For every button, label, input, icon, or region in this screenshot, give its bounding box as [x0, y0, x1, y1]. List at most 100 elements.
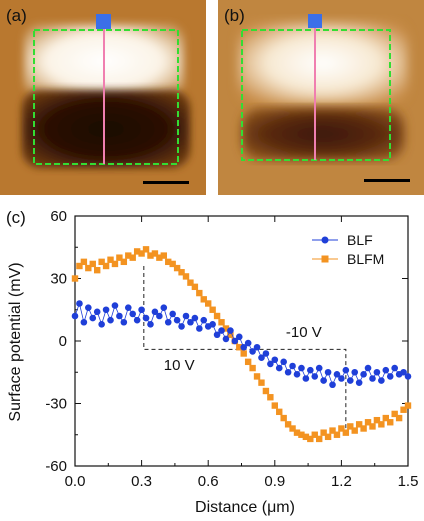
point-blf: [311, 373, 319, 380]
point-blfm: [364, 419, 372, 426]
point-blf: [258, 354, 265, 361]
point-blf: [400, 368, 407, 376]
point-blfm: [382, 414, 389, 422]
kpfm-image-a-svg: [0, 0, 206, 195]
panel-label-c: (c): [6, 208, 26, 227]
point-blfm: [107, 256, 114, 263]
point-blf: [85, 304, 92, 311]
point-blfm: [169, 260, 176, 268]
point-blfm: [276, 408, 283, 416]
point-blfm: [227, 331, 234, 338]
point-blf: [129, 310, 137, 318]
point-blf: [267, 360, 274, 368]
y-tick-label: -30: [45, 396, 67, 413]
point-blf: [315, 364, 323, 372]
legend-blfm-marker: [321, 255, 329, 263]
point-blf: [378, 377, 385, 384]
x-tick-label: 0.6: [198, 473, 219, 490]
point-blfm: [187, 279, 194, 286]
point-blf: [302, 375, 310, 382]
point-blfm: [133, 248, 141, 255]
point-blf: [142, 314, 150, 322]
point-blf: [351, 368, 359, 376]
point-blf: [289, 362, 296, 370]
x-tick-label: 0.9: [264, 473, 285, 490]
point-blfm: [316, 435, 323, 443]
panel-label-b: (b): [224, 6, 245, 25]
point-blf: [373, 368, 381, 376]
point-blf: [231, 337, 239, 345]
point-blfm: [400, 406, 407, 413]
point-blf: [187, 318, 194, 326]
point-blfm: [395, 414, 403, 422]
point-blf: [164, 318, 172, 326]
point-blfm: [387, 419, 394, 426]
point-blfm: [280, 414, 287, 422]
point-blf: [196, 325, 203, 332]
profile-start-marker: [308, 14, 322, 28]
point-blfm: [284, 421, 292, 428]
point-blfm: [271, 402, 278, 409]
point-blfm: [360, 425, 367, 432]
point-blfm: [209, 306, 216, 313]
point-blfm: [71, 275, 79, 282]
point-blfm: [94, 266, 101, 274]
point-blfm: [142, 246, 150, 253]
point-blf: [107, 316, 114, 324]
point-blf: [200, 316, 208, 324]
bias-box-positive: [143, 266, 253, 350]
point-blfm: [80, 258, 88, 266]
point-blfm: [182, 273, 190, 280]
point-blfm: [351, 427, 358, 434]
point-blf: [240, 343, 248, 351]
y-axis-label: Surface potential (mV): [7, 262, 24, 421]
point-blfm: [369, 423, 376, 430]
point-blf: [320, 377, 327, 384]
y-tick-label: -60: [45, 458, 67, 475]
point-blfm: [89, 260, 96, 268]
point-blfm: [178, 269, 185, 276]
kpfm-image-a: [0, 0, 206, 195]
point-blf: [71, 312, 79, 320]
point-blf: [98, 321, 105, 328]
point-blf: [93, 308, 101, 316]
point-blf: [342, 366, 350, 374]
point-blfm: [138, 250, 145, 257]
point-blf: [116, 312, 123, 320]
point-blf: [227, 327, 234, 334]
point-blf: [102, 306, 110, 314]
point-blf: [138, 306, 145, 314]
point-blf: [151, 308, 159, 316]
point-blfm: [156, 254, 163, 261]
point-blfm: [347, 423, 354, 430]
point-blf: [284, 368, 292, 376]
point-blfm: [253, 373, 261, 380]
scan-area-box: [33, 29, 179, 165]
point-blf: [111, 302, 119, 309]
point-blfm: [338, 425, 345, 432]
point-blfm: [218, 319, 225, 326]
point-blfm: [302, 433, 310, 441]
point-blfm: [165, 258, 172, 266]
point-blf: [182, 312, 190, 320]
point-blf: [124, 304, 132, 311]
point-blf: [355, 379, 363, 386]
point-blf: [244, 339, 252, 347]
point-blfm: [147, 252, 154, 259]
point-blfm: [205, 300, 212, 307]
legend-blf-label: BLF: [347, 232, 373, 248]
point-blf: [262, 350, 270, 357]
point-blfm: [120, 258, 128, 266]
legend: BLF BLFM: [312, 232, 384, 267]
point-blf: [235, 333, 243, 341]
legend-blfm-label: BLFM: [347, 251, 384, 267]
point-blfm: [378, 421, 385, 428]
point-blf: [307, 366, 314, 374]
point-blf: [156, 312, 163, 320]
point-blf: [222, 335, 230, 343]
point-blf: [209, 321, 216, 328]
scale-bar: [143, 181, 189, 184]
point-blfm: [125, 252, 132, 259]
point-blfm: [329, 427, 336, 434]
point-blf: [76, 300, 83, 307]
